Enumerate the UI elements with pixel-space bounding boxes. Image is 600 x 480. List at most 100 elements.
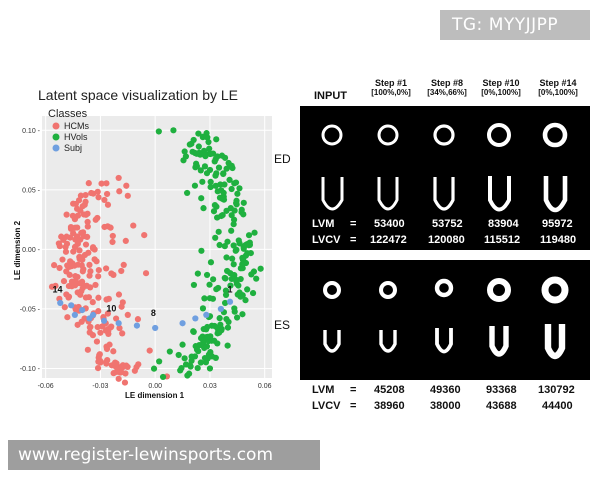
ed-lvm-value: 83904 bbox=[488, 218, 519, 230]
hvol-point bbox=[211, 158, 218, 165]
subj-point bbox=[152, 324, 159, 332]
hcm-point bbox=[95, 294, 102, 301]
hvol-point bbox=[177, 367, 184, 374]
hcm-point bbox=[91, 256, 98, 263]
hcm-point bbox=[74, 321, 81, 328]
hvol-point bbox=[242, 297, 249, 304]
y-tick-labels: 0.10 - 0.05 - 0.00 - -0.05 - -0.10 - bbox=[20, 128, 41, 373]
hcm-point bbox=[82, 198, 89, 205]
hvol-point bbox=[223, 165, 230, 172]
hcm-point bbox=[109, 238, 116, 246]
hvol-point bbox=[212, 234, 219, 241]
legend-swatch-subj bbox=[52, 144, 60, 152]
hvol-point bbox=[211, 322, 218, 330]
hvol-point bbox=[230, 272, 237, 279]
hcm-point bbox=[115, 174, 122, 182]
hvol-point bbox=[170, 127, 177, 134]
hcm-point bbox=[95, 194, 102, 201]
hvol-point bbox=[206, 281, 213, 288]
es-lvcv-label: LVCV bbox=[312, 400, 341, 412]
hvol-point bbox=[231, 207, 238, 214]
hcm-point bbox=[60, 278, 68, 285]
hvol-point bbox=[197, 359, 204, 366]
es-step8-short-axis-ring bbox=[434, 278, 454, 298]
hvol-point bbox=[201, 295, 208, 302]
x-tick-label: 0.06 bbox=[258, 383, 272, 390]
hcm-point bbox=[94, 365, 102, 372]
ed-step1-short-axis-ring bbox=[377, 124, 399, 146]
es-lvm-value: 45208 bbox=[374, 384, 405, 396]
hcm-point bbox=[86, 272, 93, 279]
step-ratio: [100%,0%] bbox=[371, 88, 411, 97]
subj-point bbox=[133, 322, 141, 329]
x-tick-label: 0.03 bbox=[203, 383, 217, 390]
ed-step8-long-axis-shape bbox=[433, 177, 455, 211]
legend-label-subj: Subj bbox=[64, 143, 82, 153]
hvol-point bbox=[232, 179, 240, 186]
es-step10-short-axis-ring bbox=[487, 278, 511, 302]
hcm-point bbox=[110, 370, 117, 377]
hvol-point bbox=[182, 153, 190, 160]
hvol-point bbox=[227, 282, 234, 289]
hvol-point bbox=[203, 343, 211, 350]
step-header-10: Step #10 [0%,100%] bbox=[472, 78, 530, 98]
hvol-point bbox=[228, 185, 235, 193]
hvol-point bbox=[205, 138, 212, 146]
es-step8-long-axis-shape bbox=[435, 328, 453, 354]
hvol-point bbox=[239, 311, 246, 318]
hvol-point bbox=[208, 353, 216, 360]
hcm-point bbox=[109, 232, 116, 240]
hvol-point bbox=[199, 305, 207, 312]
hcm-point bbox=[119, 330, 126, 337]
ed-step10-short-axis-ring bbox=[487, 123, 511, 147]
hvol-point bbox=[216, 315, 223, 322]
ed-lvm-eq: = bbox=[350, 218, 357, 230]
hcm-point bbox=[92, 281, 99, 289]
hcm-point bbox=[82, 241, 90, 248]
hvol-point bbox=[197, 335, 205, 342]
ed-lvm-label: LVM bbox=[312, 218, 335, 230]
ed-lvm-value: 53400 bbox=[374, 218, 405, 230]
hvol-point bbox=[181, 148, 188, 155]
subj-points bbox=[57, 298, 234, 332]
hvol-point bbox=[229, 164, 236, 172]
hvol-point bbox=[206, 166, 214, 174]
hcm-point bbox=[103, 190, 111, 198]
subj-point bbox=[68, 302, 75, 309]
ed-lvcv-value: 119480 bbox=[540, 234, 577, 246]
hvol-point bbox=[181, 355, 188, 362]
hvol-point bbox=[207, 183, 214, 191]
chart-title: Latent space visualization by LE bbox=[38, 87, 238, 103]
hcm-point bbox=[77, 192, 85, 199]
hvol-point bbox=[224, 324, 232, 331]
step-title: Step #1 bbox=[374, 78, 407, 88]
es-step14-long-axis-shape bbox=[544, 324, 566, 360]
hcm-point bbox=[85, 180, 92, 187]
es-lvm-label: LVM bbox=[312, 384, 335, 396]
hvol-point bbox=[220, 170, 227, 177]
y-tick-label: 0.10 - bbox=[22, 128, 41, 135]
hvol-point bbox=[194, 270, 201, 277]
hcm-point bbox=[62, 248, 70, 255]
hcm-point bbox=[82, 191, 89, 199]
ed-lvm-value: 53752 bbox=[432, 218, 463, 230]
hcm-point bbox=[122, 370, 129, 377]
hcm-point bbox=[87, 323, 94, 331]
hvol-point bbox=[210, 276, 217, 283]
legend-swatch-hvols bbox=[52, 133, 60, 141]
hvol-point bbox=[221, 299, 229, 307]
ed-lvcv-value: 120080 bbox=[428, 234, 465, 246]
hcm-point bbox=[141, 231, 148, 239]
hcm-point bbox=[61, 304, 68, 311]
ed-input-short-axis-ring bbox=[321, 124, 343, 146]
hvol-point bbox=[194, 364, 201, 372]
hcm-point bbox=[116, 324, 123, 332]
hvol-point bbox=[215, 284, 222, 292]
subj-point bbox=[192, 315, 199, 322]
hcm-point bbox=[130, 222, 137, 229]
hvol-point bbox=[216, 241, 223, 249]
hcm-point bbox=[84, 346, 91, 353]
subj-point bbox=[86, 315, 93, 322]
hcm-point bbox=[91, 246, 98, 253]
hvol-point bbox=[233, 314, 241, 321]
